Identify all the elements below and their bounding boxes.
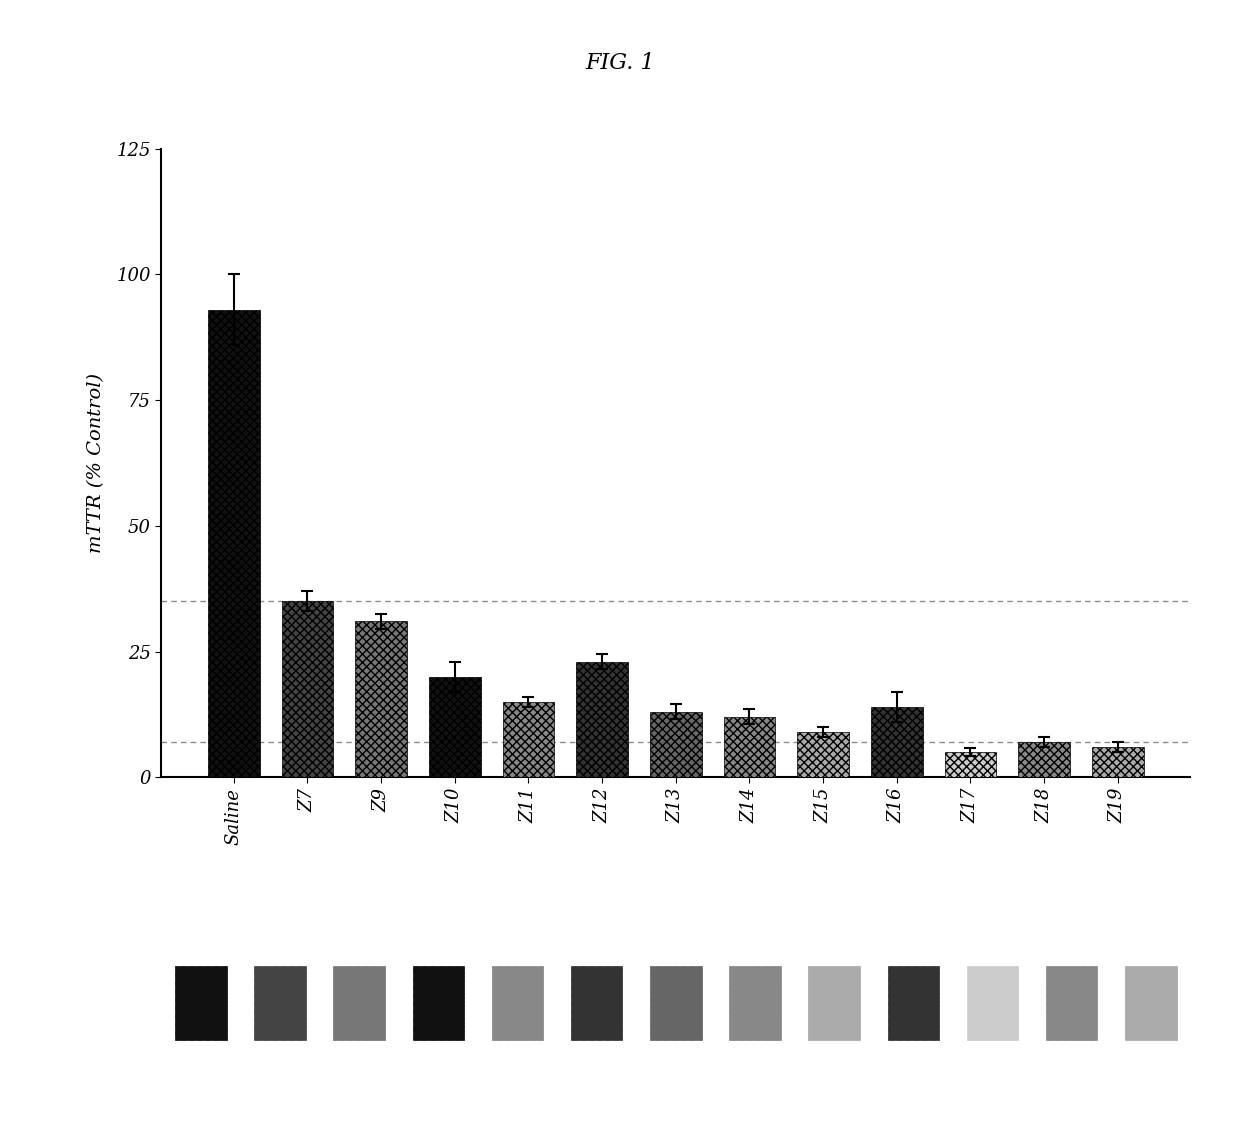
Bar: [724, 717, 775, 777]
Bar: [577, 662, 627, 777]
Bar: [797, 732, 849, 777]
Bar: [429, 677, 481, 777]
Bar: [870, 706, 923, 777]
Bar: [502, 702, 554, 777]
Text: FIG. 1: FIG. 1: [585, 51, 655, 73]
Y-axis label: mTTR (% Control): mTTR (% Control): [87, 373, 105, 553]
Bar: [1018, 742, 1070, 777]
Bar: [356, 622, 407, 777]
Bar: [1092, 748, 1143, 777]
Bar: [208, 310, 259, 777]
Bar: [281, 601, 334, 777]
Bar: [650, 712, 702, 777]
Bar: [945, 752, 996, 777]
